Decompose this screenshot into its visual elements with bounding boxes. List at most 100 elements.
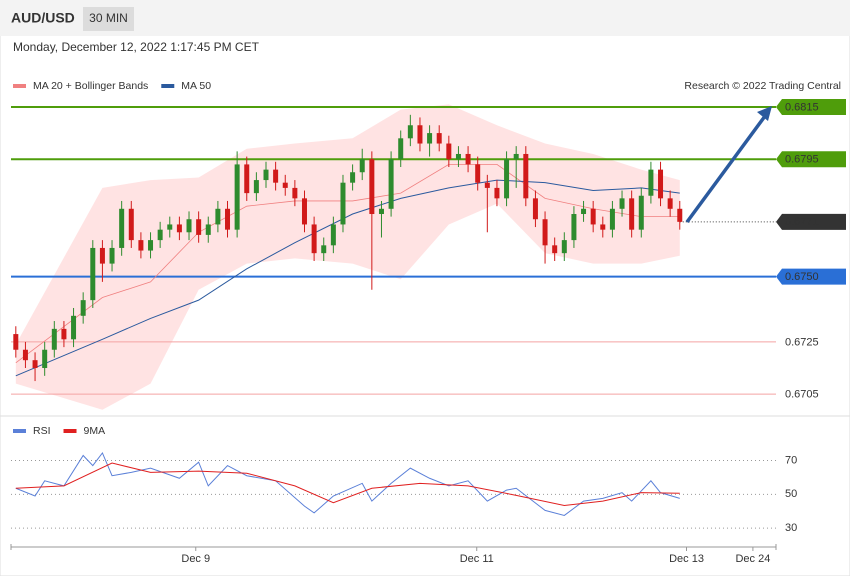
y-tick-label: 50 xyxy=(785,488,797,500)
candle-body xyxy=(484,182,490,188)
level-label: 0.6725 xyxy=(785,336,819,348)
level-label-bg xyxy=(776,213,846,230)
candle-body xyxy=(340,182,346,225)
candle-body xyxy=(427,133,433,144)
y-tick-label: 30 xyxy=(785,522,797,534)
candle-body xyxy=(446,143,452,160)
price-panel: MA 20 + Bollinger Bands MA 50 0.6815 0.6795… xyxy=(11,80,846,410)
candle-body xyxy=(369,159,375,215)
candle-body xyxy=(321,245,327,254)
candle-body xyxy=(609,208,615,230)
candle-body xyxy=(513,153,519,160)
candle-body xyxy=(542,219,548,246)
candle-body xyxy=(590,208,596,225)
candle-body xyxy=(273,169,279,183)
candle-body xyxy=(561,240,567,254)
legend-label: RSI xyxy=(33,425,51,437)
x-tick-label: Dec 9 xyxy=(181,553,210,565)
timeframe[interactable]: 30 MIN xyxy=(89,11,128,25)
level-label: 0.6705 xyxy=(785,389,819,401)
ma-line xyxy=(15,179,680,377)
candle-body xyxy=(13,334,19,350)
candle-body xyxy=(571,214,577,241)
level-label-bg xyxy=(776,268,846,285)
copyright: Research © 2022 Trading Central xyxy=(684,80,841,92)
candle-body xyxy=(311,224,317,254)
candle-body xyxy=(42,349,48,369)
candle-body xyxy=(225,208,231,230)
candle-body xyxy=(51,328,57,350)
candle-body xyxy=(407,125,413,139)
candle-body xyxy=(667,198,673,209)
candle-body xyxy=(244,164,250,194)
legend-swatch xyxy=(13,429,26,433)
candle-body xyxy=(638,195,644,230)
candle-body xyxy=(378,208,384,215)
candle-body xyxy=(61,328,67,340)
legend-label: 9MA xyxy=(84,425,106,437)
ma-line xyxy=(15,164,680,364)
candle-body xyxy=(205,224,211,235)
candle-body xyxy=(494,187,500,199)
candle-body xyxy=(677,208,683,222)
candle-body xyxy=(359,159,365,173)
candle-body xyxy=(330,224,336,246)
x-tick-label: Dec 13 xyxy=(669,553,704,565)
candle-body xyxy=(71,315,77,340)
level-label: 0.6750 xyxy=(785,271,819,283)
legend-swatch xyxy=(63,429,77,433)
candle-body xyxy=(417,125,423,144)
candle-body xyxy=(465,153,471,165)
candle-body xyxy=(301,198,307,225)
candle-body xyxy=(128,208,134,241)
y-tick-label: 70 xyxy=(785,454,797,466)
forecast-arrow xyxy=(685,110,770,224)
candle-body xyxy=(119,208,125,248)
candle-body xyxy=(80,300,86,316)
x-tick-label: Dec 24 xyxy=(735,553,770,565)
arrow-head xyxy=(757,106,772,121)
candle-body xyxy=(263,169,269,181)
candle-body xyxy=(436,133,442,144)
level-label: 0.6795 xyxy=(785,154,819,166)
legend-label: MA 50 xyxy=(181,80,211,92)
x-tick-label: Dec 11 xyxy=(460,553,494,565)
level-label-bg xyxy=(776,151,846,168)
datetime: Monday, December 12, 2022 1:17:45 PM CET xyxy=(13,40,260,54)
candle-body xyxy=(648,169,654,196)
header-bar xyxy=(0,0,850,36)
level-label: 0.6815 xyxy=(785,101,819,113)
candle-body xyxy=(234,164,240,230)
candle-body xyxy=(455,153,461,160)
candle-body xyxy=(398,138,404,160)
candle-body xyxy=(90,247,96,301)
symbol: AUD/USD xyxy=(11,10,75,26)
candle-body xyxy=(350,172,356,183)
candle-body xyxy=(504,159,510,199)
candle-body xyxy=(215,208,221,225)
timeframe-box[interactable] xyxy=(83,7,134,31)
candle-body xyxy=(138,240,144,251)
legend-label: MA 20 + Bollinger Bands xyxy=(33,80,148,92)
candle-body xyxy=(167,224,173,230)
candle-body xyxy=(109,247,115,264)
rsi-panel: RSI 9MA 70 50 30 Dec 9 Dec 11 Dec 13 Dec 24 xyxy=(10,425,797,565)
candle-body xyxy=(523,153,529,199)
candle-body xyxy=(186,219,192,233)
candle-body xyxy=(619,198,625,209)
candle-body xyxy=(282,182,288,188)
rsi-line xyxy=(15,462,680,506)
candle-body xyxy=(22,349,28,361)
candle-body xyxy=(148,240,154,251)
candle-body xyxy=(581,208,587,215)
candle-body xyxy=(32,360,38,369)
candle-body xyxy=(552,245,558,254)
legend-swatch xyxy=(13,84,26,88)
candle-body xyxy=(253,180,259,194)
candle-body xyxy=(475,164,481,183)
candle-body xyxy=(629,198,635,230)
legend-swatch xyxy=(161,84,175,88)
candle-body xyxy=(176,224,182,233)
candle-body xyxy=(99,247,105,264)
